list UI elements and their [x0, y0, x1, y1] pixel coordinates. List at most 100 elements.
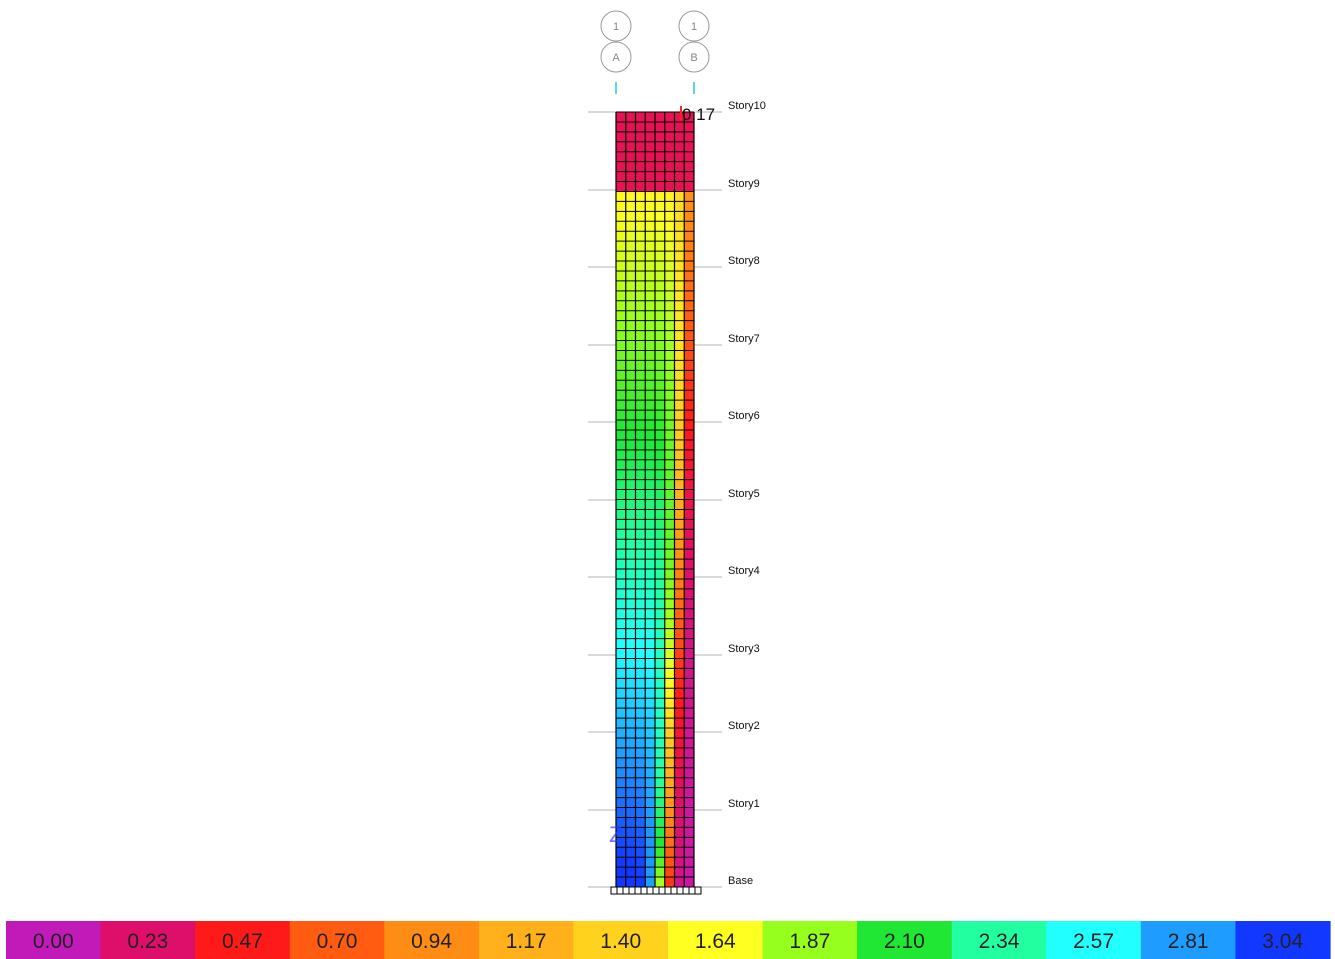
contour-cell	[674, 628, 685, 639]
contour-cell	[674, 588, 685, 599]
contour-cell	[635, 509, 646, 520]
legend-color	[1046, 921, 1142, 959]
contour-cell	[635, 270, 646, 281]
contour-cell	[664, 400, 675, 411]
contour-cell	[664, 698, 675, 709]
contour-legend: 0.00 0.23 0.47 0.70 0.94 1.17 1.40 1.64 1.87 2.10…	[6, 921, 1331, 959]
contour-cell	[625, 211, 636, 222]
contour-cell	[664, 569, 675, 579]
contour-cell	[625, 698, 636, 709]
contour-cell	[635, 420, 646, 430]
grid-bubble-b[interactable]: 1 B	[678, 10, 710, 94]
contour-cell	[655, 708, 665, 719]
contour-cell	[616, 350, 626, 361]
contour-cell	[655, 251, 665, 262]
legend-label: 1.17	[506, 930, 547, 953]
contour-cell	[616, 867, 626, 878]
contour-cell	[655, 569, 665, 579]
contour-cell	[674, 191, 685, 202]
contour-cell	[616, 767, 626, 778]
contour-cell	[625, 340, 636, 351]
contour-cell	[655, 757, 665, 768]
contour-cell	[635, 648, 646, 659]
wall-contour[interactable]	[615, 111, 695, 888]
contour-cell	[635, 867, 646, 878]
contour-cell	[616, 469, 626, 480]
contour-cell	[655, 588, 665, 599]
grid-bubble-a[interactable]: 1 A	[600, 10, 632, 94]
contour-cell	[684, 439, 694, 450]
contour-cell	[645, 737, 655, 748]
contour-cell	[625, 807, 636, 818]
contour-cell	[625, 300, 636, 311]
contour-cell	[635, 877, 646, 887]
legend-color	[573, 921, 669, 959]
bubble-circle	[678, 10, 710, 42]
contour-cell	[684, 529, 694, 540]
story-level: Story7	[588, 333, 760, 346]
legend-swatch: 2.81	[1140, 921, 1237, 959]
contour-cell	[645, 519, 655, 530]
contour-cell	[664, 578, 675, 589]
legend-color	[195, 921, 291, 959]
contour-cell	[635, 469, 646, 480]
contour-cell	[645, 429, 655, 440]
contour-cell	[655, 728, 665, 738]
contour-cell	[655, 777, 665, 788]
contour-cell	[645, 618, 655, 629]
legend-swatch: 1.17	[478, 921, 575, 959]
contour-cell	[674, 310, 685, 321]
contour-cell	[616, 439, 626, 450]
contour-cell	[684, 698, 694, 709]
contour-cell	[674, 360, 685, 371]
contour-cell	[625, 767, 636, 778]
story-level: Story8	[588, 255, 760, 268]
contour-cell	[684, 618, 694, 629]
contour-cell	[625, 877, 636, 887]
contour-cell	[664, 668, 675, 679]
contour-cell	[684, 648, 694, 659]
contour-cell	[655, 767, 665, 778]
contour-cell	[635, 340, 646, 351]
contour-cell	[616, 141, 626, 152]
contour-cell	[655, 678, 665, 689]
contour-cell	[645, 827, 655, 838]
contour-cell	[625, 112, 636, 122]
contour-cell	[645, 529, 655, 540]
contour-cell	[655, 280, 665, 291]
legend-swatch: 2.34	[951, 921, 1047, 959]
contour-cell	[616, 807, 626, 818]
contour-cell	[625, 241, 636, 252]
legend-color	[857, 921, 953, 959]
contour-cell	[664, 469, 675, 480]
contour-cell	[625, 837, 636, 848]
contour-cell	[635, 519, 646, 530]
contour-cell	[655, 469, 665, 480]
contour-cell	[655, 211, 665, 222]
contour-cell	[635, 638, 646, 649]
contour-cell	[664, 827, 675, 838]
contour-cell	[625, 390, 636, 401]
contour-cell	[664, 410, 675, 421]
contour-cell	[684, 151, 694, 162]
contour-cell	[655, 201, 665, 212]
contour-cell	[674, 638, 685, 649]
story-level: Story1	[588, 798, 760, 811]
grid-bubbles: 1 A 1 B	[600, 10, 710, 94]
contour-cell	[664, 648, 675, 659]
contour-cell	[635, 429, 646, 440]
contour-cell	[616, 837, 626, 848]
contour-cell	[625, 489, 636, 500]
contour-cell	[684, 658, 694, 669]
contour-cell	[664, 290, 675, 301]
contour-cell	[684, 261, 694, 271]
contour-cell	[645, 747, 655, 758]
contour-cell	[684, 509, 694, 520]
contour-cell	[635, 449, 646, 460]
contour-cell	[616, 489, 626, 500]
contour-cell	[625, 320, 636, 331]
contour-cell	[674, 449, 685, 460]
contour-cell	[645, 698, 655, 709]
contour-cell	[655, 857, 665, 868]
contour-cell	[655, 837, 665, 848]
